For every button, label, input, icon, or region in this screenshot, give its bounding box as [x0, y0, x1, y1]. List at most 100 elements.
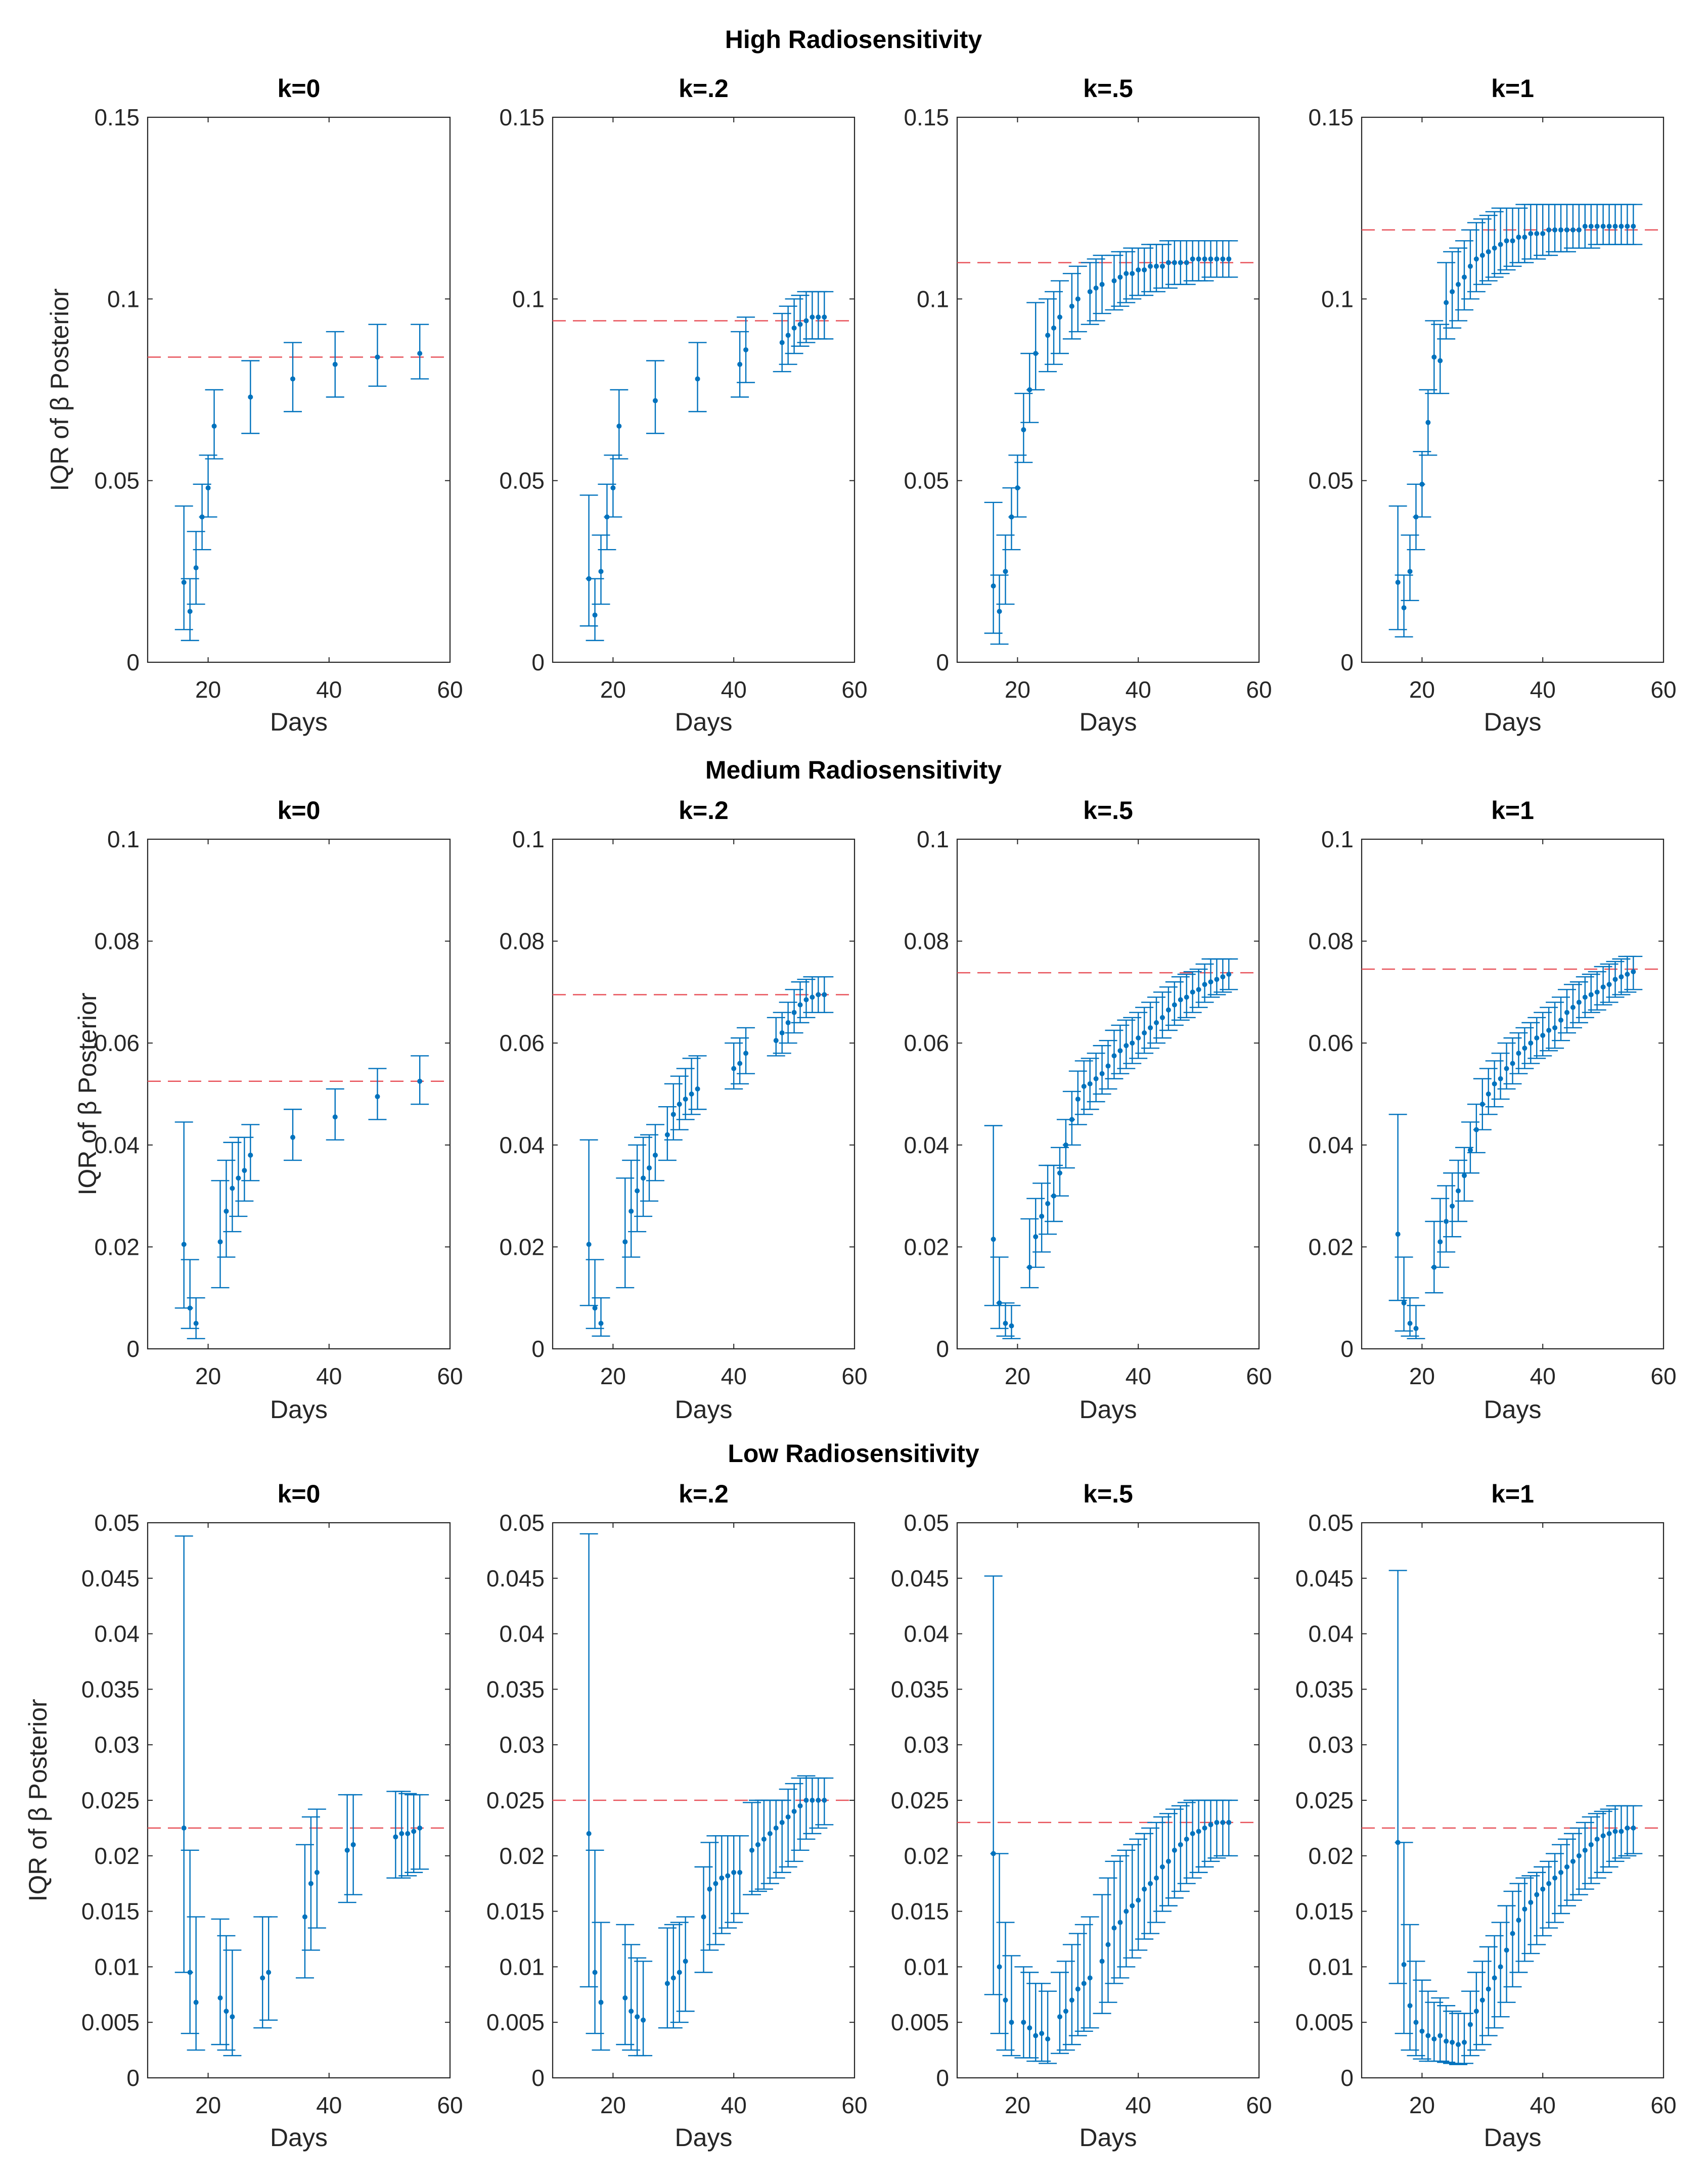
data-point [1130, 1040, 1135, 1046]
data-point [592, 1970, 598, 1975]
data-point [1130, 271, 1135, 277]
data-point [635, 2014, 640, 2020]
x-tick-label: 40 [1530, 2092, 1556, 2118]
data-point [266, 1970, 272, 1975]
x-tick-label: 60 [1650, 1363, 1676, 1389]
data-point [332, 1114, 338, 1120]
data-point [664, 1132, 670, 1138]
data-point [1196, 987, 1201, 992]
data-point [1570, 227, 1576, 233]
data-point [1510, 238, 1515, 244]
data-point [1220, 1819, 1226, 1825]
x-tick-label: 60 [1650, 2092, 1676, 2118]
data-point [641, 2017, 646, 2023]
data-point [1504, 1066, 1509, 1071]
data-point [1099, 1071, 1105, 1076]
plot-axes-box [1361, 1522, 1665, 2079]
data-point [181, 1825, 187, 1831]
y-tick-label: 0 [126, 2065, 140, 2091]
y-tick-label: 0.04 [94, 1132, 140, 1158]
y-tick-label: 0 [126, 1336, 140, 1362]
data-point [1214, 1819, 1220, 1825]
data-point [652, 398, 658, 403]
data-point [1413, 1326, 1419, 1331]
data-point [1124, 271, 1129, 277]
y-tick-label: 0.15 [904, 104, 949, 130]
data-point [1522, 1906, 1528, 1912]
y-tick-label: 0.15 [1308, 104, 1354, 130]
y-tick-label: 0.15 [499, 104, 545, 130]
data-point [236, 1175, 241, 1181]
data-point [223, 2009, 229, 2014]
panel-title: k=1 [1491, 796, 1534, 825]
data-point [1594, 1836, 1600, 1842]
x-tick-label: 20 [600, 1363, 626, 1389]
y-tick-label: 0.06 [1308, 1030, 1354, 1056]
data-point [290, 1134, 296, 1140]
y-tick-label: 0.025 [81, 1787, 140, 1813]
data-point [1130, 1903, 1135, 1908]
data-point [1456, 1188, 1461, 1194]
x-tick-label: 40 [1126, 1363, 1151, 1389]
x-tick-label: 60 [1246, 1363, 1272, 1389]
y-tick-label: 0.02 [904, 1234, 949, 1260]
data-point [755, 1842, 760, 1847]
data-point [641, 1175, 646, 1181]
data-point [1540, 1033, 1546, 1038]
data-point [1069, 303, 1074, 309]
data-point [1184, 994, 1189, 1000]
data-point [1184, 260, 1189, 265]
data-point [1401, 1300, 1407, 1306]
data-point [810, 314, 815, 320]
data-point [785, 1814, 791, 1819]
data-point [1027, 2025, 1032, 2031]
data-point [803, 1798, 809, 1803]
data-point [598, 569, 604, 574]
data-point [1486, 1986, 1491, 1992]
y-tick-label: 0.05 [1308, 1510, 1354, 1536]
data-point [1461, 275, 1467, 280]
data-point [217, 1995, 223, 2000]
data-point [1136, 1897, 1141, 1903]
data-point [1425, 2033, 1431, 2038]
y-tick-label: 0.04 [499, 1132, 545, 1158]
x-tick-label: 40 [316, 676, 342, 703]
data-point [1625, 1825, 1630, 1831]
y-tick-label: 0.045 [1295, 1565, 1354, 1591]
data-point [1226, 256, 1232, 262]
data-point [1154, 1020, 1159, 1025]
data-point [677, 1970, 682, 1975]
y-tick-label: 0.05 [499, 1510, 545, 1536]
y-tick-label: 0.08 [1308, 928, 1354, 954]
data-point [670, 1975, 676, 1981]
y-tick-label: 0.035 [1295, 1676, 1354, 1702]
y-axis-label: IQR of β Posterior [24, 1699, 52, 1901]
data-point [725, 1873, 731, 1879]
y-tick-label: 0.025 [891, 1787, 949, 1813]
data-point [1552, 1875, 1558, 1881]
x-tick-label: 60 [437, 2092, 463, 2118]
y-tick-label: 0.02 [94, 1843, 140, 1869]
data-point [816, 314, 821, 320]
y-tick-label: 0.1 [917, 826, 949, 852]
y-tick-label: 0 [1340, 2065, 1354, 2091]
data-point [1450, 289, 1455, 294]
data-point [822, 992, 827, 997]
y-tick-label: 0.03 [904, 1732, 949, 1758]
data-point [1438, 358, 1443, 363]
data-point [405, 1831, 411, 1836]
data-point [290, 376, 296, 382]
y-tick-label: 0.1 [1321, 286, 1354, 312]
data-point [1045, 333, 1051, 338]
x-tick-label: 40 [1530, 1363, 1556, 1389]
data-point [670, 1112, 676, 1117]
data-point [1558, 1870, 1564, 1875]
data-point [1172, 1847, 1177, 1853]
data-point [1612, 1829, 1618, 1834]
data-point [1087, 289, 1093, 294]
x-tick-label: 40 [721, 2092, 747, 2118]
x-axis-label: Days [1484, 708, 1542, 736]
data-point [635, 1188, 640, 1194]
data-point [695, 376, 700, 382]
y-tick-label: 0.04 [94, 1621, 140, 1647]
